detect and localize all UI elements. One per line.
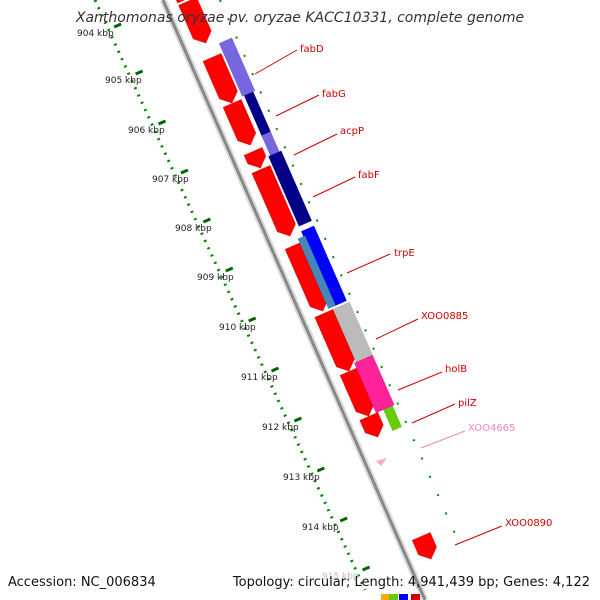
- gene-label-trpe[interactable]: trpE: [394, 248, 415, 259]
- ruler-tick: [113, 22, 122, 29]
- feature-band-lime[interactable]: [383, 405, 403, 432]
- ruler-tick: [225, 266, 234, 273]
- ruler-label-kbp: 914 kbp: [302, 523, 339, 533]
- cds-feature[interactable]: [222, 98, 257, 146]
- cds-feature[interactable]: [202, 52, 238, 104]
- gene-label-leader: [312, 176, 356, 198]
- gene-label-leader: [254, 49, 298, 75]
- ruler-tick: [362, 565, 371, 572]
- ruler-label-kbp: 905 kbp: [105, 76, 142, 86]
- ruler-label-kbp: 915 kbp: [322, 572, 359, 582]
- ruler-tick: [339, 516, 348, 523]
- ruler-label-kbp: 908 kbp: [175, 224, 212, 234]
- feature-block[interactable]: [381, 594, 390, 600]
- accession-text: Accession: NC_006834: [8, 575, 156, 590]
- gene-label-pilz[interactable]: pilZ: [458, 398, 477, 409]
- feature-block[interactable]: [389, 594, 398, 600]
- gene-label-leader: [454, 525, 503, 546]
- backbone-line: [161, 0, 427, 600]
- gene-label-holb[interactable]: holB: [445, 364, 467, 375]
- gene-label-fabg[interactable]: fabG: [322, 89, 346, 100]
- ruler-tick: [270, 366, 280, 373]
- cds-feature[interactable]: [314, 308, 355, 372]
- cds-feature[interactable]: [339, 366, 375, 417]
- feature-band-magenta[interactable]: [353, 354, 395, 414]
- gene-label-leader: [275, 94, 320, 117]
- ruler-tick: [157, 119, 167, 126]
- gene-label-leader: [375, 318, 419, 340]
- ruler-tick: [316, 466, 325, 473]
- ruler-tick: [293, 416, 302, 423]
- ruler-tick: [248, 316, 257, 323]
- ruler-label-kbp: 906 kbp: [128, 126, 165, 136]
- ruler-tick: [135, 69, 144, 76]
- cds-feature[interactable]: [359, 411, 384, 438]
- gene-label-fabd[interactable]: fabD: [300, 44, 324, 55]
- pseudogene-feature[interactable]: [376, 458, 387, 466]
- gene-label-xoo0890[interactable]: XOO0890: [505, 518, 552, 529]
- ruler-label-kbp: 910 kbp: [219, 323, 256, 333]
- feature-band-lavender[interactable]: [218, 37, 256, 97]
- cds-feature[interactable]: [411, 531, 438, 560]
- feature-band-steel[interactable]: [297, 235, 337, 310]
- ruler-label-kbp: 913 kbp: [283, 473, 320, 483]
- gene-label-xoo4665[interactable]: XOO4665: [468, 423, 515, 434]
- feature-band-navy[interactable]: [268, 150, 313, 227]
- gene-label-leader: [293, 133, 338, 156]
- genome-title: Xanthomonas oryzae pv. oryzae KACC10331,…: [75, 10, 525, 26]
- ruler-label-kbp: 904 kbp: [77, 29, 114, 39]
- ruler-label-kbp: 909 kbp: [197, 273, 234, 283]
- gene-label-leader: [346, 253, 391, 274]
- feature-block[interactable]: [411, 594, 420, 600]
- genome-summary-text: Topology: circular; Length: 4,941,439 bp…: [232, 575, 590, 590]
- ruler-label-kbp: 912 kbp: [262, 423, 299, 433]
- cds-feature[interactable]: [243, 146, 267, 169]
- gene-label-leader: [411, 403, 456, 424]
- gene-label-leader: [397, 371, 443, 391]
- cds-feature[interactable]: [174, 0, 196, 4]
- gene-label-leader: [420, 430, 466, 449]
- gene-label-fabf[interactable]: fabF: [358, 170, 380, 181]
- feature-block[interactable]: [399, 594, 408, 600]
- cds-feature[interactable]: [178, 0, 212, 44]
- outer-tick-guide: [219, 0, 461, 546]
- ruler-label-kbp: 911 kbp: [241, 373, 278, 383]
- gene-label-acpp[interactable]: acpP: [340, 126, 364, 137]
- ruler-tick: [180, 168, 189, 175]
- ruler-tick: [202, 217, 211, 224]
- cds-feature[interactable]: [251, 164, 296, 237]
- ruler-label-kbp: 907 kbp: [152, 175, 189, 185]
- gene-label-xoo0885[interactable]: XOO0885: [421, 311, 468, 322]
